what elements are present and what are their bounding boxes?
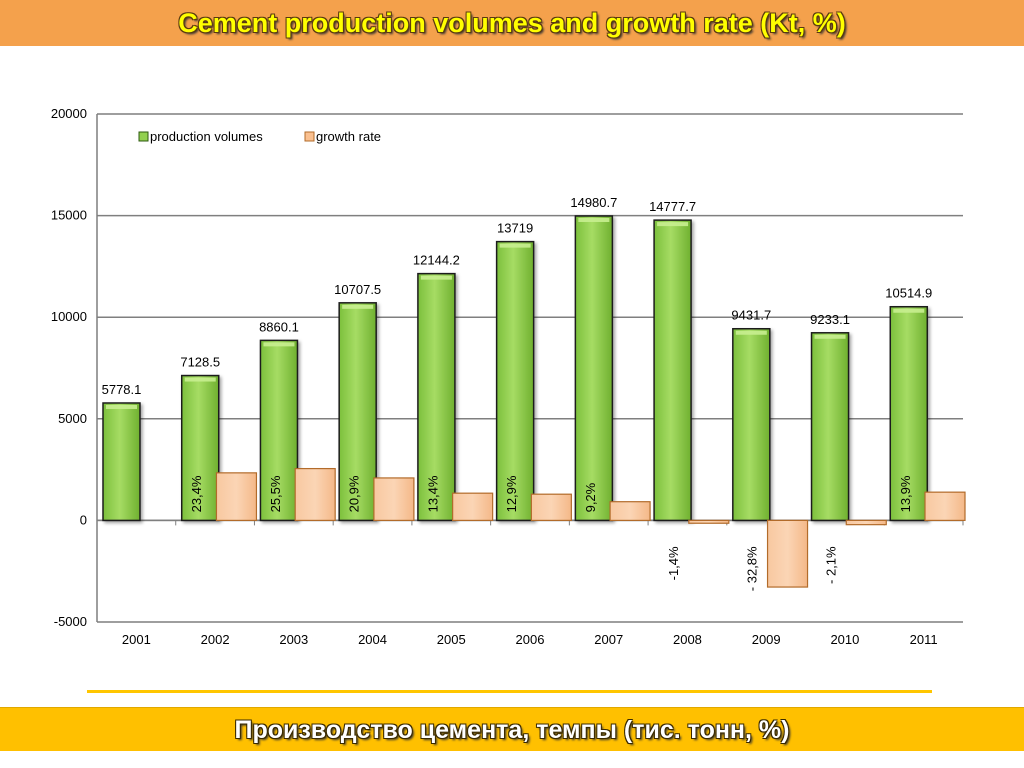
bar-production-body bbox=[102, 402, 141, 522]
bar-growth bbox=[215, 472, 258, 521]
bar-production bbox=[574, 215, 614, 522]
data-label-production: 8860.1 bbox=[259, 319, 299, 334]
data-label-growth: 9,2% bbox=[583, 482, 598, 512]
data-label-production: 14980.7 bbox=[570, 195, 617, 210]
bar-production bbox=[732, 327, 771, 522]
bar-production-body bbox=[417, 272, 456, 522]
footer-title: Производство цемента, темпы (тис. тонн, … bbox=[234, 715, 790, 744]
x-tick-label: 2008 bbox=[673, 632, 702, 647]
bar-production bbox=[102, 402, 141, 522]
data-label-growth: -1,4% bbox=[666, 546, 681, 580]
x-tick-label: 2002 bbox=[201, 632, 230, 647]
bar-growth bbox=[373, 477, 415, 522]
x-tick-label: 2011 bbox=[910, 632, 938, 647]
bar-production-body bbox=[180, 374, 220, 522]
data-label-growth: - 32,8% bbox=[745, 546, 760, 591]
bar-growth bbox=[294, 467, 336, 522]
data-label-production: 9233.1 bbox=[810, 312, 850, 327]
x-tick-label: 2004 bbox=[358, 632, 387, 647]
bar-growth bbox=[766, 519, 809, 588]
legend-label-growth: growth rate bbox=[316, 129, 381, 144]
bar-production bbox=[810, 332, 850, 522]
data-label-growth: - 2,1% bbox=[823, 546, 838, 584]
data-label-production: 9431.7 bbox=[731, 308, 771, 323]
bar-production bbox=[180, 374, 220, 522]
bar-production bbox=[417, 272, 456, 522]
y-tick-label: 5000 bbox=[58, 411, 87, 426]
bar-production-body bbox=[259, 339, 299, 522]
bar-production-highlight bbox=[735, 330, 767, 335]
bar-production bbox=[653, 219, 692, 522]
bar-growth bbox=[688, 519, 730, 524]
bar-production-body bbox=[338, 302, 377, 522]
bar-production-body bbox=[732, 327, 771, 522]
bar-growth bbox=[452, 492, 494, 522]
bar-production bbox=[889, 305, 929, 522]
bar-production-highlight bbox=[342, 304, 374, 309]
page-title: Cement production volumes and growth rat… bbox=[178, 7, 846, 38]
x-tick-label: 2003 bbox=[279, 632, 308, 647]
x-tick-label: 2007 bbox=[594, 632, 623, 647]
x-tick-label: 2009 bbox=[752, 632, 781, 647]
y-tick-label: 10000 bbox=[51, 309, 87, 324]
chart-container: -5000 0 5000 10000 15000 20000 2001 2002 2003 200… bbox=[0, 90, 1024, 670]
data-label-production: 10707.5 bbox=[334, 282, 381, 297]
x-tick-label: 2006 bbox=[516, 632, 545, 647]
bar-production-highlight bbox=[184, 377, 216, 382]
data-label-production: 12144.2 bbox=[413, 253, 460, 268]
legend-label-production: production volumes bbox=[150, 129, 263, 144]
production-growth-chart: -5000 0 5000 10000 15000 20000 2001 2002 2003 200… bbox=[51, 106, 966, 647]
footer-bar: Производство цемента, темпы (тис. тонн, … bbox=[0, 707, 1024, 753]
data-label-production: 5778.1 bbox=[102, 382, 142, 397]
bar-production-highlight bbox=[578, 217, 610, 222]
bottom-strip bbox=[0, 751, 1024, 768]
legend: production volumes growth rate bbox=[138, 129, 381, 144]
bar-growth bbox=[530, 493, 572, 521]
bar-production-highlight bbox=[814, 334, 846, 339]
y-tick-label: -5000 bbox=[54, 614, 87, 629]
data-label-production: 10514.9 bbox=[885, 286, 932, 301]
bar-growth bbox=[609, 501, 651, 521]
data-label-growth: 12,9% bbox=[504, 475, 519, 512]
bar-production-body bbox=[889, 305, 929, 522]
data-label-growth: 13,9% bbox=[898, 475, 913, 512]
data-label-production: 14777.7 bbox=[649, 199, 696, 214]
data-labels: 5778.1 7128.5 23,4% 8860.1 25,5% 10707.5 20,9%… bbox=[102, 195, 933, 591]
bar-production bbox=[495, 240, 535, 522]
y-tick-label: 20000 bbox=[51, 106, 87, 121]
x-tick-label: 2005 bbox=[437, 632, 466, 647]
bar-production bbox=[338, 302, 377, 522]
y-tick-label: 15000 bbox=[51, 208, 87, 223]
x-tick-label: 2010 bbox=[830, 632, 859, 647]
data-label-growth: 20,9% bbox=[347, 475, 362, 512]
bars bbox=[102, 215, 966, 588]
bar-production-highlight bbox=[499, 243, 531, 248]
legend-swatch-production bbox=[138, 131, 149, 142]
legend-swatch-growth bbox=[304, 131, 315, 142]
bar-production bbox=[259, 339, 299, 522]
y-tick-label: 0 bbox=[80, 512, 87, 527]
bar-production-body bbox=[495, 240, 535, 522]
data-label-growth: 13,4% bbox=[425, 475, 440, 512]
bar-production-highlight bbox=[420, 275, 452, 280]
bar-production-highlight bbox=[106, 404, 137, 409]
data-label-production: 13719 bbox=[497, 221, 533, 236]
bar-production-highlight bbox=[657, 222, 689, 227]
bar-production-body bbox=[574, 215, 614, 522]
bar-production-body bbox=[653, 219, 692, 522]
bar-growth bbox=[845, 519, 887, 526]
header-bar: Cement production volumes and growth rat… bbox=[0, 0, 1024, 46]
x-tick-label: 2001 bbox=[122, 632, 151, 647]
bar-production-highlight bbox=[263, 342, 295, 347]
bar-growth bbox=[924, 491, 966, 522]
data-label-growth: 25,5% bbox=[268, 475, 283, 512]
divider-line bbox=[87, 690, 932, 693]
data-label-production: 7128.5 bbox=[180, 355, 220, 370]
bar-production-highlight bbox=[893, 308, 925, 313]
data-label-growth: 23,4% bbox=[189, 475, 204, 512]
bar-production-body bbox=[810, 332, 850, 522]
